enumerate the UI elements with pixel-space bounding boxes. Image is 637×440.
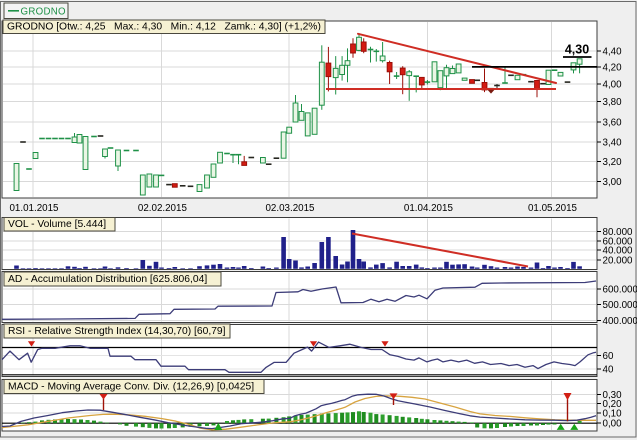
svg-text:01.05.2015: 01.05.2015 bbox=[528, 203, 578, 214]
svg-text:60: 60 bbox=[603, 351, 614, 362]
svg-text:02.03.2015: 02.03.2015 bbox=[265, 203, 315, 214]
svg-text:MACD - Moving Average Conv. Di: MACD - Moving Average Conv. Div. (12,26,… bbox=[8, 382, 254, 393]
svg-text:0,00: 0,00 bbox=[603, 419, 623, 430]
svg-text:4,00: 4,00 bbox=[603, 79, 623, 90]
svg-text:GRODNO: GRODNO bbox=[21, 7, 67, 18]
svg-text:4,30: 4,30 bbox=[565, 43, 589, 57]
svg-text:400.000: 400.000 bbox=[603, 316, 637, 327]
svg-text:500.000: 500.000 bbox=[603, 300, 637, 311]
svg-text:VOL - Volume [5.444]: VOL - Volume [5.444] bbox=[8, 219, 106, 230]
svg-text:3,20: 3,20 bbox=[603, 157, 623, 168]
svg-text:20.000: 20.000 bbox=[603, 256, 634, 267]
svg-text:3,80: 3,80 bbox=[603, 97, 623, 108]
svg-text:0,30: 0,30 bbox=[603, 390, 623, 401]
svg-text:4,40: 4,40 bbox=[603, 46, 623, 57]
svg-text:02.02.2015: 02.02.2015 bbox=[138, 203, 188, 214]
svg-text:RSI - Relative Strength Index: RSI - Relative Strength Index (14,30,70)… bbox=[8, 326, 226, 337]
svg-text:60.000: 60.000 bbox=[603, 237, 634, 248]
svg-text:0,10: 0,10 bbox=[603, 409, 623, 420]
svg-text:80.000: 80.000 bbox=[603, 227, 634, 238]
svg-text:600.000: 600.000 bbox=[603, 285, 637, 296]
svg-text:3,60: 3,60 bbox=[603, 117, 623, 128]
svg-text:3,00: 3,00 bbox=[603, 177, 623, 188]
svg-text:3,40: 3,40 bbox=[603, 137, 623, 148]
svg-text:01.04.2015: 01.04.2015 bbox=[404, 203, 454, 214]
svg-text:4,20: 4,20 bbox=[603, 62, 623, 73]
svg-text:40: 40 bbox=[603, 365, 614, 376]
svg-text:AD - Accumulation Distribution: AD - Accumulation Distribution [625.806,… bbox=[8, 274, 207, 285]
svg-text:0,20: 0,20 bbox=[603, 399, 623, 410]
svg-text:01.01.2015: 01.01.2015 bbox=[9, 203, 59, 214]
svg-text:40.000: 40.000 bbox=[603, 246, 634, 257]
svg-text:GRODNO [Otw.: 4,25 Max.: 4,3: GRODNO [Otw.: 4,25 Max.: 4,30 Min.: 4,12… bbox=[7, 22, 321, 33]
